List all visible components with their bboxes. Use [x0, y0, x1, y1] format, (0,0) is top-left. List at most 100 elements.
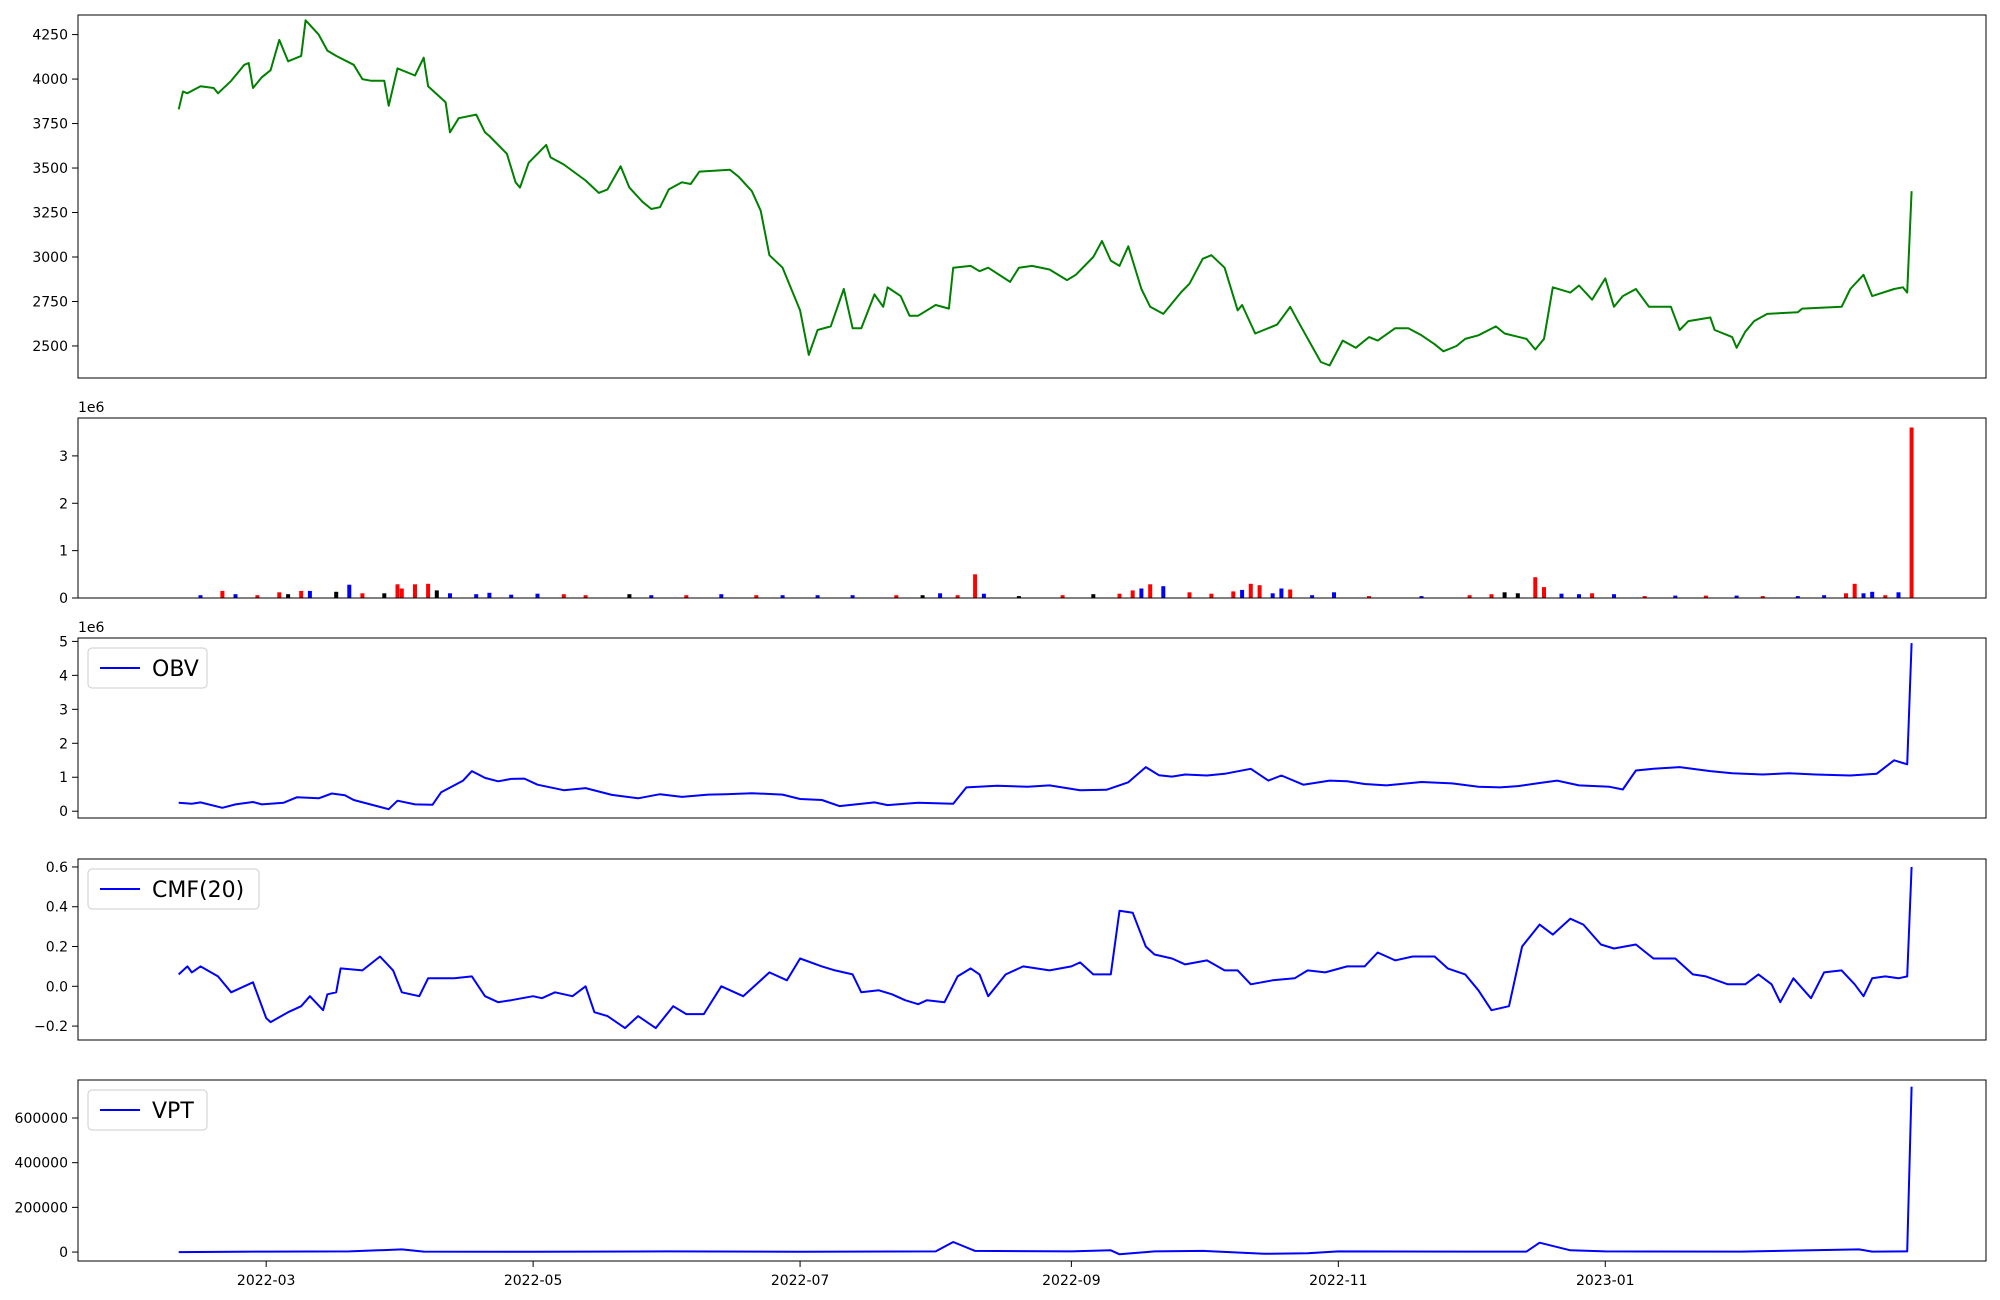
- volume-bar-23: [583, 595, 588, 598]
- obv-marks: [178, 643, 1913, 811]
- volume-bar-81: [1896, 592, 1901, 598]
- obv-offset-text: 1e6: [78, 620, 105, 636]
- volume-ytick-label-3: 3: [59, 449, 68, 465]
- volume-bar-21: [535, 593, 540, 598]
- volume-bar-0: [198, 595, 203, 598]
- volume-bar-80: [1883, 595, 1888, 598]
- price-ytick-label-0: 2500: [32, 339, 68, 355]
- price-ytick-label-6: 4000: [32, 72, 68, 88]
- vpt-ytick-label-0: 0: [59, 1245, 68, 1261]
- volume-bar-82: [1909, 427, 1914, 598]
- price-ytick-label-2: 3000: [32, 250, 68, 266]
- volume-bar-7: [307, 590, 312, 598]
- volume-bar-32: [894, 595, 899, 598]
- volume-bar-62: [1515, 593, 1520, 598]
- obv-ytick-label-0: 0: [59, 804, 68, 820]
- xtick-label-5: 2023-01: [1576, 1273, 1635, 1289]
- volume-bar-5: [286, 594, 291, 598]
- price-ytick-label-1: 2750: [32, 294, 68, 310]
- volume-bar-35: [955, 595, 960, 598]
- price-panel: 2500 2750 3000 3250 3500 3750 4000 4250: [32, 14, 1987, 379]
- volume-bar-28: [754, 595, 759, 598]
- obv-ytick-label-5: 5: [59, 634, 68, 650]
- volume-bar-36: [973, 574, 978, 598]
- cmf-ytick-label-0: −0.2: [34, 1019, 68, 1035]
- volume-bar-19: [487, 592, 492, 598]
- volume-bar-9: [347, 584, 352, 598]
- cmf-y-axis: −0.2 0.0 0.2 0.4 0.6: [34, 860, 78, 1035]
- volume-bar-3: [255, 595, 260, 598]
- volume-bar-74: [1795, 596, 1800, 598]
- volume-ytick-label-1: 1: [59, 544, 68, 560]
- xtick-label-3: 2022-09: [1042, 1273, 1101, 1289]
- volume-bar-61: [1502, 592, 1507, 598]
- vpt-ytick-label-1: 200000: [15, 1200, 68, 1216]
- volume-bar-79: [1870, 591, 1875, 598]
- cmf-ytick-label-2: 0.2: [46, 940, 68, 956]
- volume-bar-16: [434, 590, 439, 598]
- volume-bar-8: [334, 591, 339, 598]
- volume-bar-34: [938, 593, 943, 598]
- volume-bar-53: [1279, 588, 1284, 598]
- volume-bar-11: [382, 593, 387, 598]
- obv-ytick-label-4: 4: [59, 668, 68, 684]
- volume-ytick-label-0: 0: [59, 591, 68, 607]
- obv-legend: OBV: [87, 647, 208, 689]
- volume-bar-24: [627, 594, 632, 598]
- volume-bar-69: [1642, 596, 1647, 598]
- volume-bar-37: [981, 593, 986, 598]
- volume-bar-59: [1467, 595, 1472, 598]
- volume-bar-13: [399, 588, 404, 598]
- volume-bar-40: [1091, 594, 1096, 598]
- volume-bar-71: [1703, 595, 1708, 598]
- volume-bar-12: [395, 584, 400, 598]
- cmf-marks: [178, 866, 1913, 1030]
- cmf-axes-frame: [77, 858, 1987, 1041]
- vpt-ytick-label-3: 600000: [15, 1111, 68, 1127]
- volume-bar-75: [1822, 595, 1827, 598]
- volume-y-axis: 0 1 2 3: [59, 449, 78, 607]
- x-axis: 2022-03 2022-05 2022-07 2022-09 2022-11 2023-…: [237, 1261, 1635, 1289]
- vpt-series-line-0: [178, 1086, 1913, 1256]
- obv-y-axis: 0 1 2 3 4 5: [59, 634, 78, 820]
- volume-bar-22: [561, 594, 566, 598]
- volume-bar-45: [1161, 586, 1166, 598]
- price-ytick-label-7: 4250: [32, 28, 68, 44]
- volume-bar-70: [1673, 595, 1678, 598]
- volume-bar-50: [1248, 583, 1253, 598]
- volume-bar-67: [1590, 593, 1595, 598]
- volume-bar-55: [1310, 595, 1315, 598]
- volume-bar-76: [1844, 593, 1848, 598]
- price-marks: [177, 19, 1913, 367]
- volume-bar-51: [1257, 585, 1262, 598]
- xtick-label-4: 2022-11: [1309, 1273, 1368, 1289]
- volume-axes-frame: [77, 417, 1987, 599]
- volume-bar-54: [1288, 589, 1293, 598]
- volume-offset-text: 1e6: [78, 400, 105, 416]
- obv-ytick-label-1: 1: [59, 770, 68, 786]
- volume-marks: [198, 427, 1914, 598]
- price-ytick-label-4: 3500: [32, 161, 68, 177]
- volume-bar-44: [1148, 584, 1153, 598]
- volume-bar-27: [719, 594, 724, 598]
- volume-bar-57: [1367, 596, 1371, 598]
- volume-bar-72: [1734, 595, 1739, 598]
- volume-bar-46: [1187, 592, 1192, 598]
- volume-bar-39: [1060, 595, 1065, 598]
- obv-panel: 0 1 2 3 4 5 1e6 OBV: [59, 620, 1987, 820]
- cmf-legend-box: [87, 868, 260, 910]
- volume-bar-6: [299, 590, 304, 598]
- volume-bar-10: [360, 593, 365, 598]
- obv-legend-label: OBV: [152, 657, 199, 682]
- cmf-panel: −0.2 0.0 0.2 0.4 0.6 CMF(20): [34, 858, 1987, 1041]
- volume-bar-64: [1542, 587, 1546, 598]
- volume-bar-18: [474, 594, 479, 598]
- volume-ytick-label-2: 2: [59, 496, 68, 512]
- volume-bar-42: [1130, 590, 1135, 598]
- vpt-ytick-label-2: 400000: [15, 1156, 68, 1172]
- price-ytick-label-3: 3250: [32, 206, 68, 222]
- vpt-marks: [178, 1086, 1913, 1256]
- price-y-axis: 2500 2750 3000 3250 3500 3750 4000 4250: [32, 28, 78, 355]
